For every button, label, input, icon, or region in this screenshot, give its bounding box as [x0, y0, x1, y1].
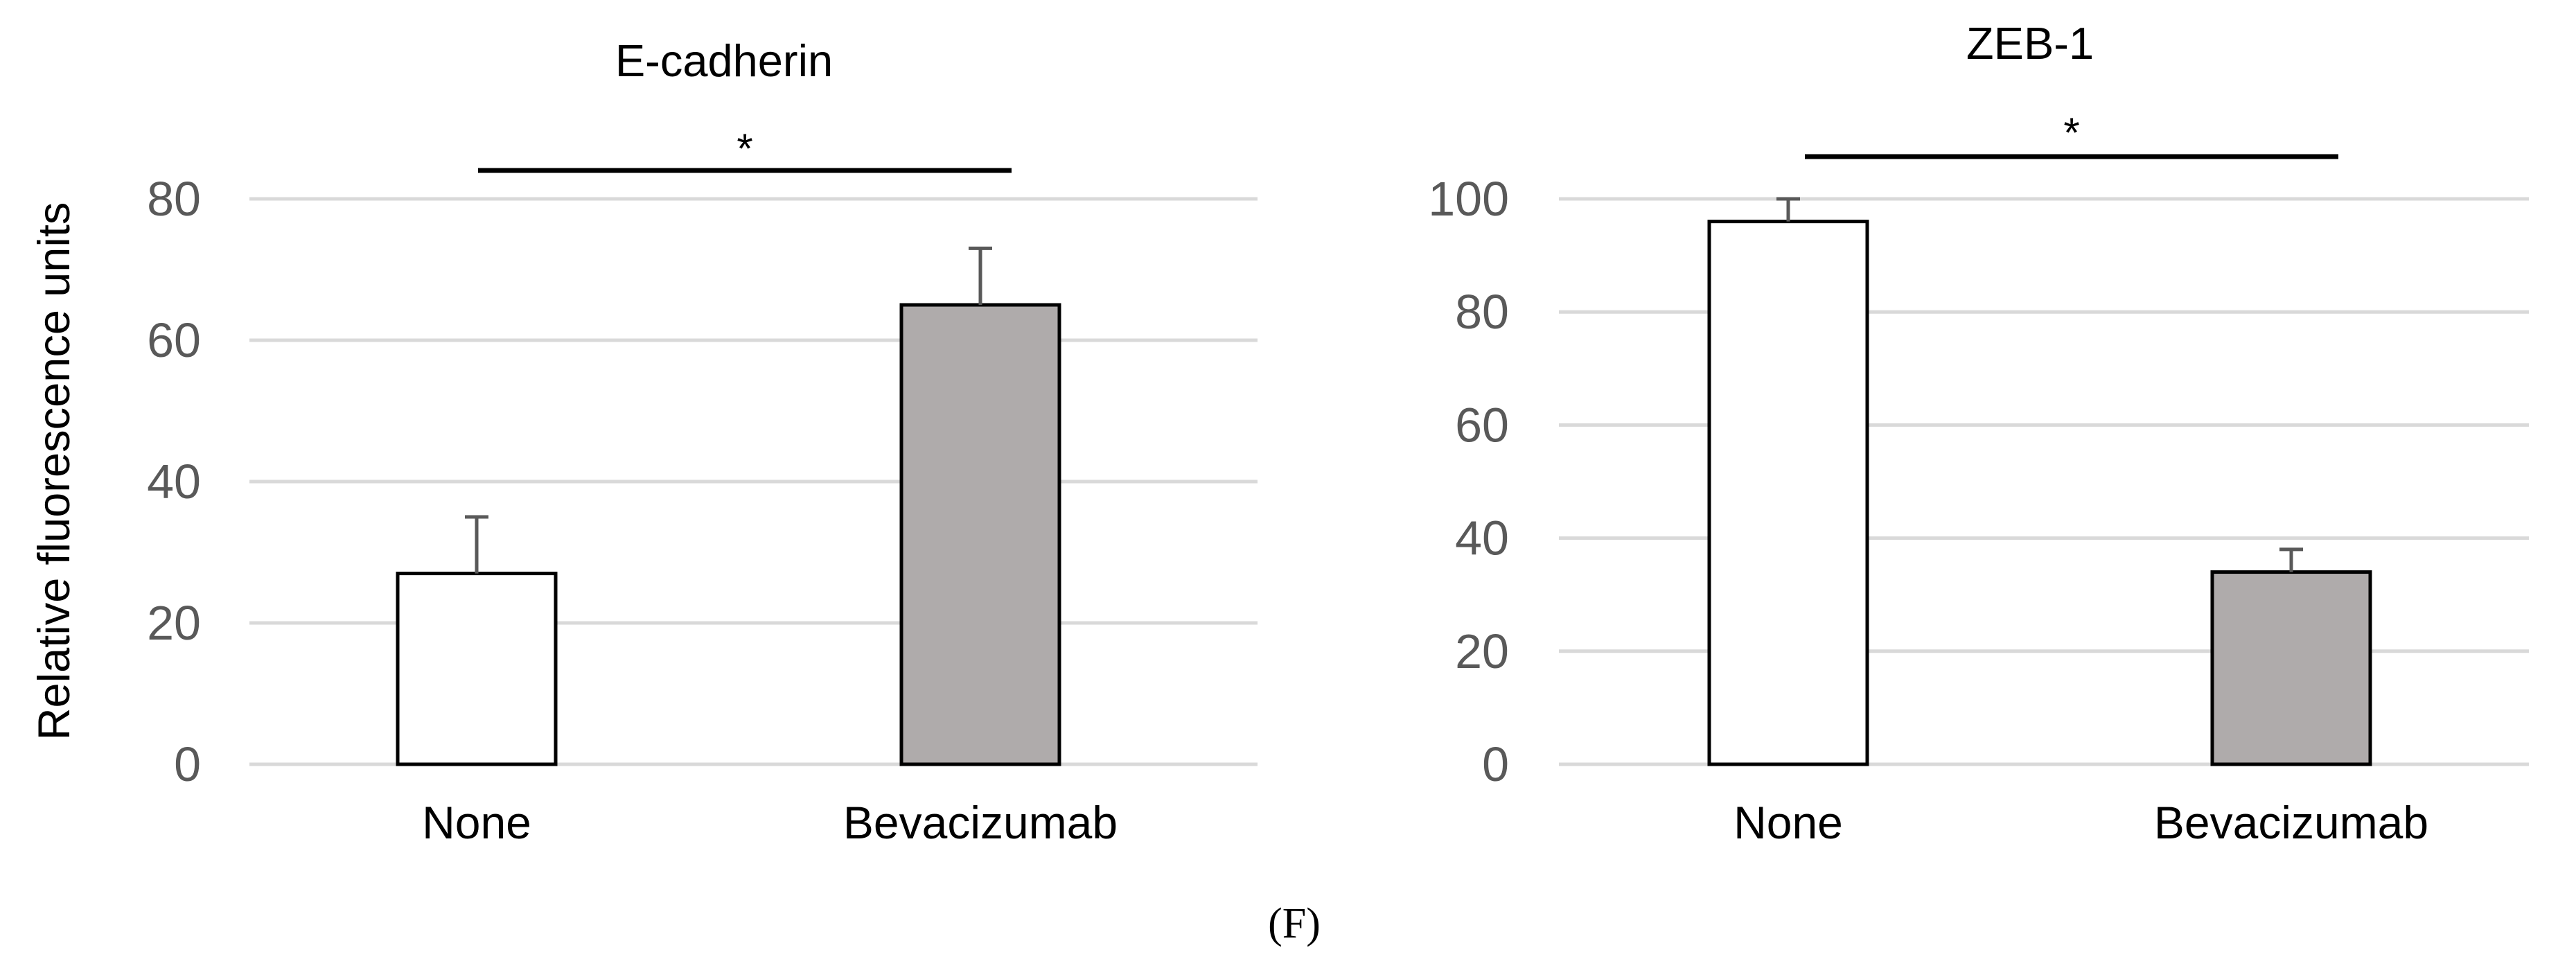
category-label: None — [422, 797, 531, 848]
e-cadherin-chart: E-cadherin Relative fluorescence units 0… — [28, 35, 1258, 848]
y-axis-label: Relative fluorescence units — [28, 202, 79, 741]
y-tick-label: 20 — [147, 596, 201, 650]
category-label: Bevacizumab — [843, 797, 1118, 848]
category-labels: None Bevacizumab — [422, 797, 1118, 848]
bars — [1707, 220, 2372, 766]
significance-annotation: * — [1805, 109, 2338, 159]
category-label: None — [1733, 797, 1843, 848]
y-tick-label: 100 — [1428, 172, 1509, 226]
bar — [899, 303, 1061, 766]
gridlines — [1559, 197, 2529, 766]
y-tick-label: 0 — [174, 737, 201, 791]
bars — [396, 303, 1061, 766]
error-bars — [465, 246, 992, 574]
chart-title: E-cadherin — [615, 35, 833, 86]
chart-title: ZEB-1 — [1966, 18, 2094, 69]
category-labels: None Bevacizumab — [1733, 797, 2428, 848]
error-bars — [1776, 197, 2303, 572]
significance-star: * — [2063, 109, 2079, 156]
y-tick-label: 80 — [147, 172, 201, 226]
y-tick-label: 40 — [147, 455, 201, 509]
significance-star: * — [736, 125, 752, 172]
y-tick-label: 40 — [1455, 511, 1509, 565]
zeb-1-chart: ZEB-1 0 20 40 60 80 100 None Bevacizumab * — [1428, 18, 2529, 848]
bar — [2210, 570, 2372, 766]
y-tick-label: 60 — [1455, 398, 1509, 452]
y-tick-label: 80 — [1455, 285, 1509, 339]
y-tick-labels: 0 20 40 60 80 — [147, 172, 201, 791]
significance-annotation: * — [478, 125, 1012, 173]
y-tick-labels: 0 20 40 60 80 100 — [1428, 172, 1509, 791]
y-tick-label: 60 — [147, 313, 201, 367]
bar — [1707, 220, 1869, 766]
category-label: Bevacizumab — [2154, 797, 2428, 848]
y-tick-label: 0 — [1482, 737, 1509, 791]
panel-label: (F) — [1268, 900, 1321, 947]
bar — [396, 572, 558, 766]
y-tick-label: 20 — [1455, 624, 1509, 678]
